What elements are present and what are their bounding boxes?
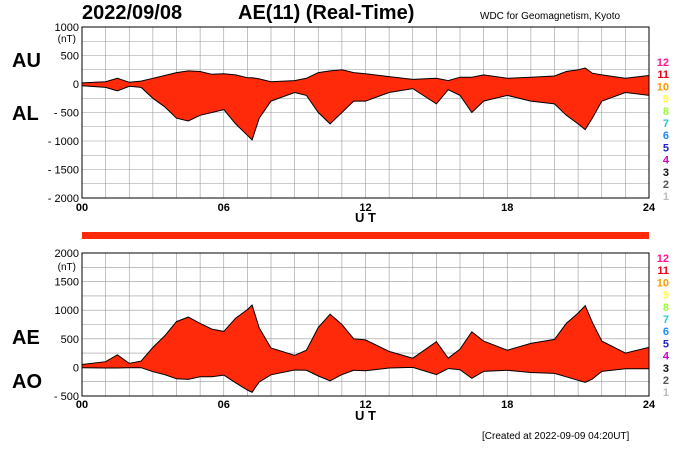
level-label-7: 7 bbox=[663, 118, 669, 130]
series-area-fill bbox=[82, 68, 649, 140]
x-tick-label: 18 bbox=[501, 202, 513, 214]
level-label-4: 4 bbox=[663, 351, 670, 363]
level-label-11: 11 bbox=[657, 265, 669, 277]
x-tick-label: 06 bbox=[218, 399, 230, 411]
level-label-12: 12 bbox=[657, 57, 669, 69]
y-tick-label: 500 bbox=[61, 51, 79, 63]
series-line-al bbox=[81, 85, 650, 141]
level-label-7: 7 bbox=[663, 314, 669, 326]
y-tick-label: 2000 bbox=[55, 248, 79, 260]
level-indicator-bar bbox=[82, 232, 649, 239]
y-tick-label: - 500 bbox=[54, 391, 79, 403]
level-label-8: 8 bbox=[663, 106, 669, 118]
y-tick-label: - 1500 bbox=[48, 165, 79, 177]
x-tick-label: 06 bbox=[218, 202, 230, 214]
series-line-ae bbox=[81, 304, 650, 365]
y-tick-label: 1000 bbox=[55, 305, 79, 317]
x-tick-label: 24 bbox=[643, 399, 656, 411]
x-axis-label: U T bbox=[355, 210, 376, 225]
x-axis-label: U T bbox=[355, 408, 376, 423]
level-label-2: 2 bbox=[663, 375, 669, 387]
level-label-4: 4 bbox=[663, 155, 670, 167]
level-label-1: 1 bbox=[663, 387, 669, 399]
plot-frame bbox=[81, 252, 650, 397]
y-tick-label: 0 bbox=[73, 362, 79, 374]
y-tick-label: 0 bbox=[73, 79, 79, 91]
level-label-2: 2 bbox=[663, 179, 669, 191]
x-tick-label: 00 bbox=[76, 202, 88, 214]
created-timestamp: [Created at 2022-09-09 04:20UT] bbox=[482, 431, 630, 442]
label-au: AU bbox=[12, 50, 41, 72]
level-label-8: 8 bbox=[663, 302, 669, 314]
y-unit-label: (nT) bbox=[58, 262, 76, 273]
au-al-panel: 1000 500 0 - 500 - 1000 - 1500 - 2000 (nT) 00 06 1… bbox=[48, 22, 656, 225]
label-ae: AE bbox=[12, 327, 40, 349]
level-label-3: 3 bbox=[663, 363, 669, 375]
level-label-6: 6 bbox=[663, 130, 669, 142]
level-label-10: 10 bbox=[657, 277, 669, 289]
x-tick-label: 18 bbox=[501, 399, 513, 411]
level-label-5: 5 bbox=[663, 338, 669, 350]
level-label-1: 1 bbox=[663, 191, 669, 203]
x-tick-label: 12 bbox=[359, 399, 371, 411]
label-al: AL bbox=[12, 103, 39, 125]
level-label-5: 5 bbox=[663, 142, 669, 154]
x-tick-label: 12 bbox=[359, 202, 371, 214]
chart-date: 2022/09/08 bbox=[82, 2, 183, 24]
level-label-9: 9 bbox=[663, 290, 669, 302]
level-label-12: 12 bbox=[657, 253, 669, 265]
plot-frame bbox=[81, 26, 650, 199]
level-label-10: 10 bbox=[657, 81, 669, 93]
level-label-11: 11 bbox=[657, 69, 669, 81]
y-tick-label: - 500 bbox=[54, 108, 79, 120]
chart-title: AE(11) (Real-Time) bbox=[238, 2, 415, 24]
level-label-6: 6 bbox=[663, 326, 669, 338]
x-tick-label: 00 bbox=[76, 399, 88, 411]
level-label-3: 3 bbox=[663, 167, 669, 179]
ae-ao-panel: 2000 1500 1000 500 0 - 500 (nT) 00 06 12 18 24 U T bbox=[54, 248, 656, 423]
level-label-9: 9 bbox=[663, 94, 669, 106]
series-line-au bbox=[81, 67, 650, 84]
y-tick-label: - 1000 bbox=[48, 136, 79, 148]
y-tick-label: 1500 bbox=[55, 277, 79, 289]
source-credit: WDC for Geomagnetism, Kyoto bbox=[480, 11, 621, 22]
y-tick-label: - 2000 bbox=[48, 193, 79, 205]
y-unit-label: (nT) bbox=[58, 34, 76, 45]
y-tick-label: 500 bbox=[61, 334, 79, 346]
y-tick-label: 1000 bbox=[55, 22, 79, 34]
series-line-ao bbox=[81, 366, 649, 393]
label-ao: AO bbox=[12, 371, 42, 393]
x-tick-label: 24 bbox=[643, 202, 656, 214]
series-area-fill bbox=[82, 305, 649, 393]
